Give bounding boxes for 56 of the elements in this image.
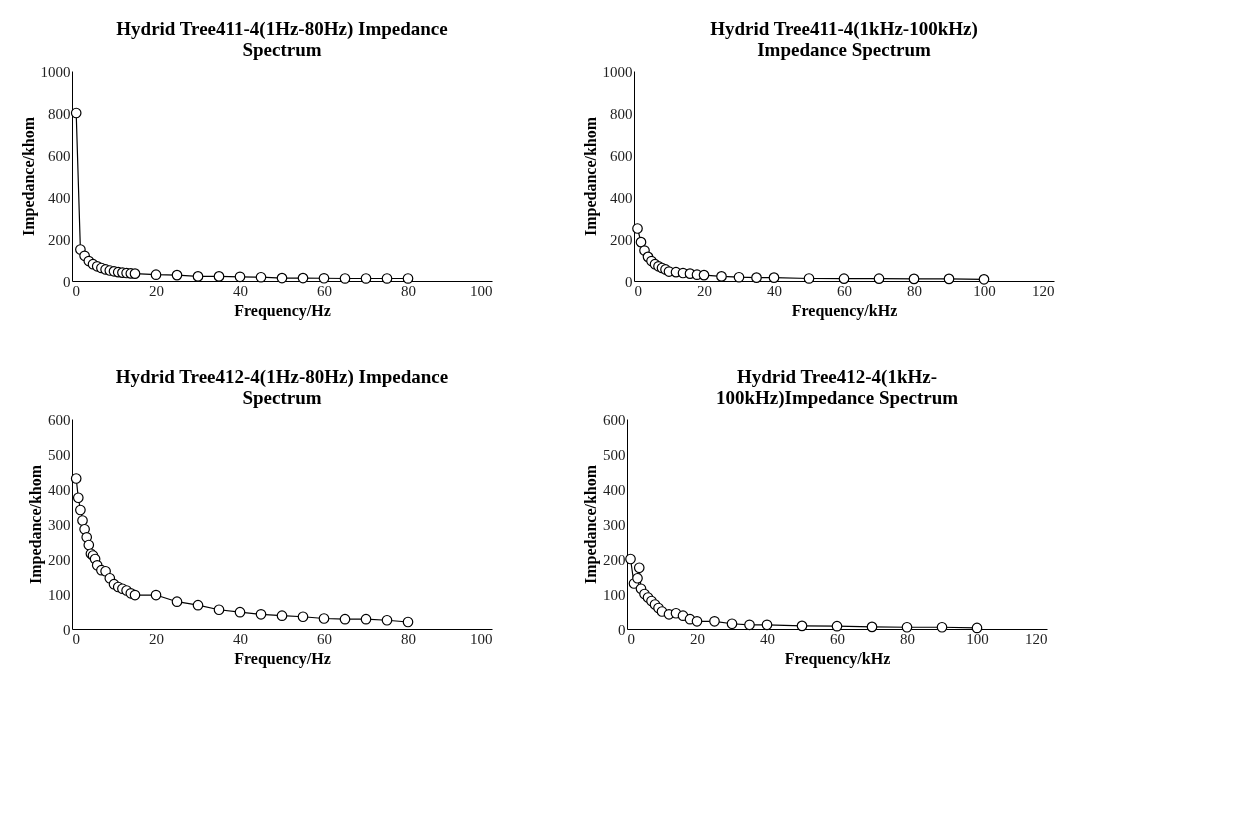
x-tick-label: 100 [973, 282, 996, 299]
y-tick-label: 500 [603, 446, 626, 463]
x-tick-label: 100 [470, 630, 493, 647]
x-tick-label: 60 [830, 630, 845, 647]
x-axis-title: Frequency/Hz [234, 301, 331, 320]
x-tick-label: 40 [760, 630, 775, 647]
y-tick-label: 200 [48, 551, 71, 568]
x-tick-label: 120 [1032, 282, 1055, 299]
y-tick-label: 200 [603, 551, 626, 568]
x-axis-title: Frequency/Hz [234, 649, 331, 668]
y-axis-title: Impedance/khom [581, 116, 600, 237]
y-tick-label: 100 [48, 586, 71, 603]
x-axis-title: Frequency/kHz [784, 649, 891, 668]
x-tick-label: 120 [1025, 630, 1048, 647]
x-tick-label: 80 [401, 282, 416, 299]
y-tick-label: 500 [48, 446, 71, 463]
x-tick-label: 40 [767, 282, 782, 299]
y-tick-label: 1000 [602, 63, 633, 80]
chart-title: Hydrid Tree411-4(1kHz-100kHz) Impedance Spectrum [710, 18, 978, 60]
y-tick-label: 400 [48, 189, 71, 206]
y-tick-label: 200 [610, 231, 633, 248]
y-tick-label: 600 [603, 411, 626, 428]
y-tick-label: 800 [48, 105, 71, 122]
y-tick-label: 1000 [40, 63, 71, 80]
y-tick-label: 100 [603, 586, 626, 603]
y-axis-title: Impedance/khom [582, 464, 600, 585]
y-tick-label: 600 [610, 147, 633, 164]
y-tick-label: 400 [610, 189, 633, 206]
x-tick-label: 80 [401, 630, 416, 647]
x-tick-label: 80 [907, 282, 922, 299]
x-tick-label: 60 [837, 282, 852, 299]
x-tick-label: 100 [470, 282, 493, 299]
y-tick-label: 300 [603, 516, 626, 533]
y-axis-title: Impedance/khom [19, 116, 38, 237]
x-tick-label: 20 [149, 630, 164, 647]
y-tick-label: 200 [48, 231, 71, 248]
y-tick-label: 600 [48, 147, 71, 164]
chart-title: Hydrid Tree412-4(1kHz- 100kHz)Impedance Spectrum [715, 366, 959, 409]
x-tick-label: 20 [690, 630, 705, 647]
chart-title: Hydrid Tree411-4(1Hz-80Hz) Impedance Spectrum [116, 18, 448, 60]
y-tick-label: 400 [603, 481, 626, 498]
x-axis-title: Frequency/kHz [791, 301, 898, 320]
x-tick-label: 40 [233, 282, 248, 299]
chart-title: Hydrid Tree412-4(1Hz-80Hz) Impedance Spectrum [115, 366, 449, 408]
x-tick-label: 20 [697, 282, 712, 299]
x-tick-label: 60 [317, 282, 332, 299]
x-tick-label: 60 [317, 630, 332, 647]
x-tick-label: 20 [149, 282, 164, 299]
y-tick-label: 800 [610, 105, 633, 122]
x-tick-label: 100 [966, 630, 989, 647]
x-tick-label: 80 [900, 630, 915, 647]
y-tick-label: 600 [48, 411, 71, 428]
y-axis-title: Impedance/khom [27, 464, 45, 585]
x-tick-label: 40 [233, 630, 248, 647]
y-tick-label: 400 [48, 481, 71, 498]
y-tick-label: 300 [48, 516, 71, 533]
